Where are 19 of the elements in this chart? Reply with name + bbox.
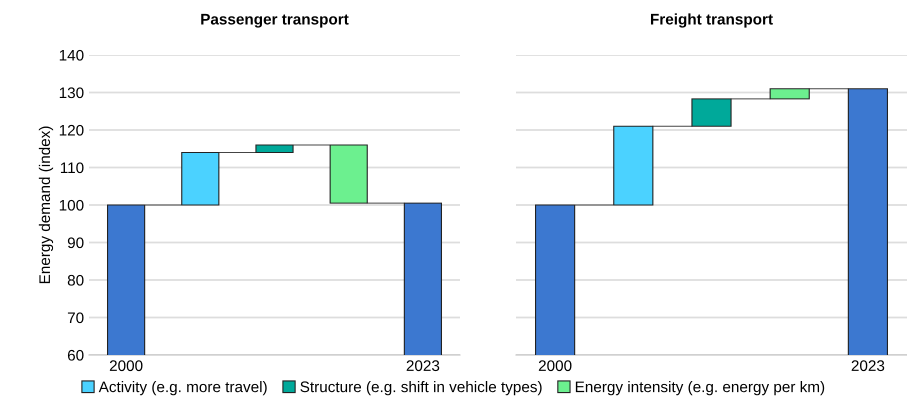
chart-title: Freight transport xyxy=(650,13,773,28)
x-tick-label: 2023 xyxy=(406,360,440,372)
x-tick-label: 2023 xyxy=(852,360,884,372)
legend-label: Energy intensity (e.g. energy per km) xyxy=(576,381,824,396)
y-tick-label: 80 xyxy=(68,274,84,286)
x-tick-label: 2000 xyxy=(538,360,572,372)
legend-label: Activity (e.g. more travel) xyxy=(98,381,267,396)
y-axis-title: Energy demand (index) xyxy=(38,126,54,284)
y-tick-label: 100 xyxy=(60,200,84,211)
y-tick-label: 130 xyxy=(60,87,84,98)
y-tick-label: 140 xyxy=(60,50,84,61)
chart-title: Passenger transport xyxy=(201,14,349,28)
x-tick-label: 2000 xyxy=(110,360,142,372)
y-tick-label: 70 xyxy=(68,312,84,324)
y-tick-label: 60 xyxy=(68,350,84,361)
y-tick-label: 120 xyxy=(60,124,84,136)
legend-label: Structure (e.g. shift in vehicle types) xyxy=(300,381,542,396)
y-tick-label: 90 xyxy=(68,237,84,248)
y-tick-label: 110 xyxy=(60,162,84,174)
